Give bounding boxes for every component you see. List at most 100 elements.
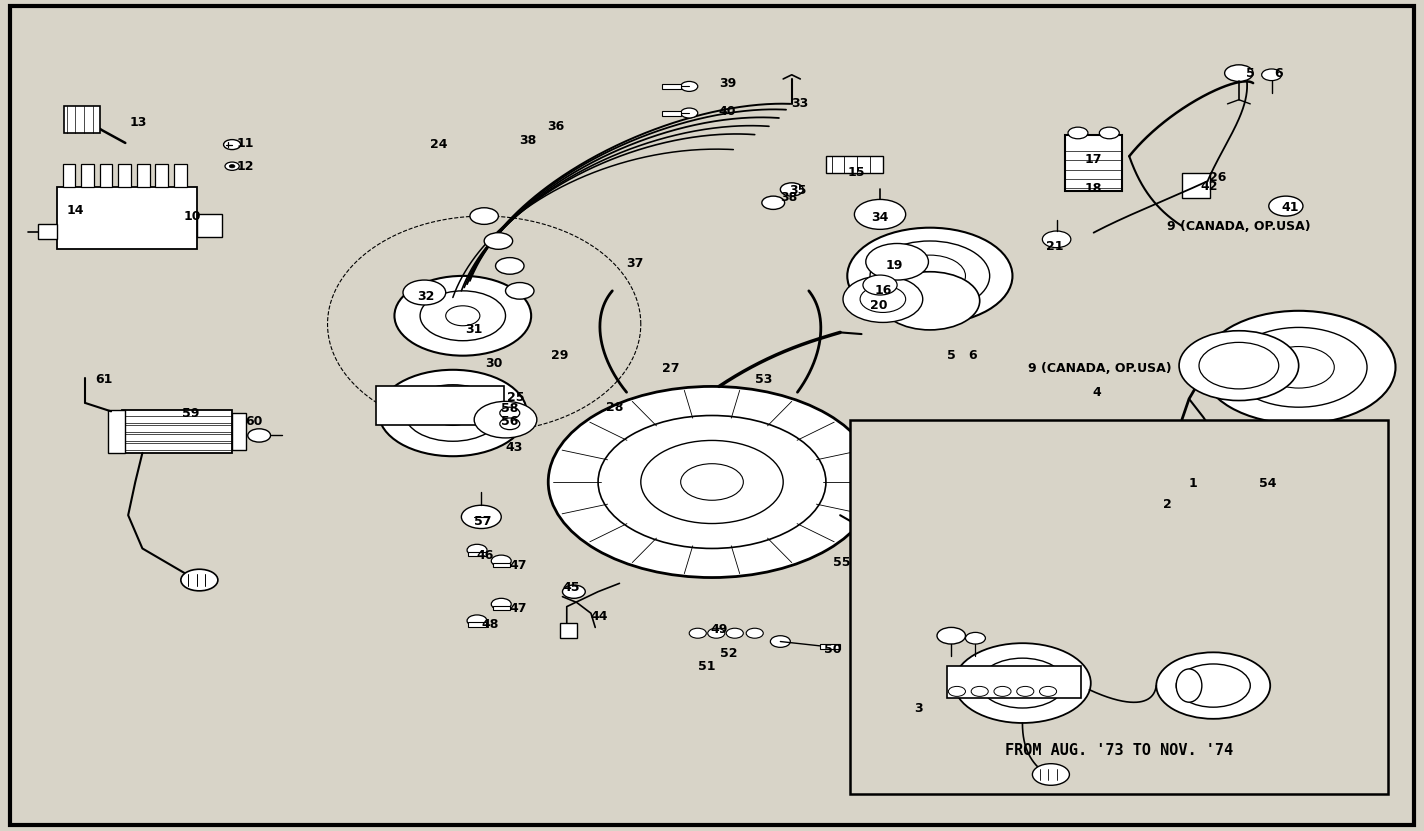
Circle shape [500,407,520,419]
Text: 57: 57 [474,514,491,528]
Bar [232,413,246,450]
Text: 5: 5 [1246,66,1255,80]
Text: 28: 28 [607,401,624,414]
Circle shape [746,628,763,638]
Bar [560,623,577,638]
Text: 49: 49 [711,622,728,636]
Text: 44: 44 [591,610,608,623]
Circle shape [948,686,965,696]
Circle shape [224,140,241,150]
Text: 35: 35 [789,184,806,197]
Text: 31: 31 [466,323,483,337]
Circle shape [726,628,743,638]
Text: 19: 19 [886,258,903,272]
Text: 10: 10 [184,209,201,223]
Circle shape [496,258,524,274]
Text: 48: 48 [481,618,498,632]
Bar [155,164,168,187]
Circle shape [1040,686,1057,696]
Bar [197,214,222,237]
Circle shape [770,636,790,647]
Bar [137,164,150,187]
Bar [122,443,232,450]
Bar [174,164,187,187]
Text: 4: 4 [1092,386,1101,399]
Text: 29: 29 [551,349,568,362]
Text: FROM AUG. '73 TO NOV. '74: FROM AUG. '73 TO NOV. '74 [1005,743,1233,758]
Circle shape [681,108,698,118]
Text: 1: 1 [1189,477,1198,490]
Circle shape [491,555,511,567]
Circle shape [598,416,826,548]
Circle shape [1156,652,1270,719]
Circle shape [980,658,1065,708]
Circle shape [461,505,501,529]
Circle shape [1262,69,1282,81]
Text: 42: 42 [1200,179,1218,193]
Circle shape [1219,479,1236,489]
Text: 37: 37 [627,257,644,270]
Bar [122,410,232,453]
Circle shape [1230,327,1367,407]
Circle shape [1199,342,1279,389]
Text: 9 (CANADA, OP.USA): 9 (CANADA, OP.USA) [1028,362,1171,376]
Circle shape [420,291,506,341]
Bar [662,84,681,89]
Bar [826,156,883,173]
Text: 39: 39 [719,76,736,90]
Circle shape [506,283,534,299]
Text: 45: 45 [562,581,580,594]
Bar [81,164,94,187]
Circle shape [937,627,965,644]
Text: 6: 6 [1274,66,1283,80]
Bar [63,164,75,187]
Circle shape [954,643,1091,723]
Bar [118,164,131,187]
Bar [468,622,486,627]
Circle shape [681,464,743,500]
Text: 13: 13 [130,116,147,129]
Circle shape [870,241,990,311]
Circle shape [1263,347,1334,388]
Bar [38,224,57,239]
Circle shape [965,632,985,644]
Ellipse shape [1176,669,1202,702]
Text: 11: 11 [236,137,253,150]
Circle shape [474,401,537,438]
Text: 56: 56 [501,415,518,428]
Bar [122,434,232,441]
Text: 24: 24 [430,138,447,151]
Circle shape [225,162,239,170]
Text: 25: 25 [507,391,524,404]
Bar [850,420,1388,794]
Text: 58: 58 [501,402,518,416]
Circle shape [491,598,511,610]
Text: 51: 51 [698,660,715,673]
Circle shape [1099,127,1119,139]
Text: 40: 40 [719,105,736,118]
Text: 2: 2 [1163,498,1172,511]
Text: 6: 6 [968,349,977,362]
Text: 20: 20 [870,299,887,312]
Circle shape [470,208,498,224]
Text: 3: 3 [914,701,923,715]
Circle shape [1017,686,1034,696]
Text: 53: 53 [755,373,772,386]
Text: 27: 27 [662,361,679,375]
Circle shape [562,585,585,598]
Text: 33: 33 [792,96,809,110]
Text: 47: 47 [510,558,527,572]
Circle shape [994,686,1011,696]
Bar [1168,474,1193,492]
Circle shape [1179,331,1299,401]
Circle shape [641,440,783,524]
Text: 16: 16 [874,283,891,297]
Circle shape [847,228,1012,324]
Text: 59: 59 [182,406,199,420]
Circle shape [894,255,965,297]
Circle shape [548,386,876,578]
Bar [662,111,681,116]
Text: 46: 46 [477,549,494,563]
Text: 52: 52 [721,647,738,661]
Circle shape [1269,196,1303,216]
